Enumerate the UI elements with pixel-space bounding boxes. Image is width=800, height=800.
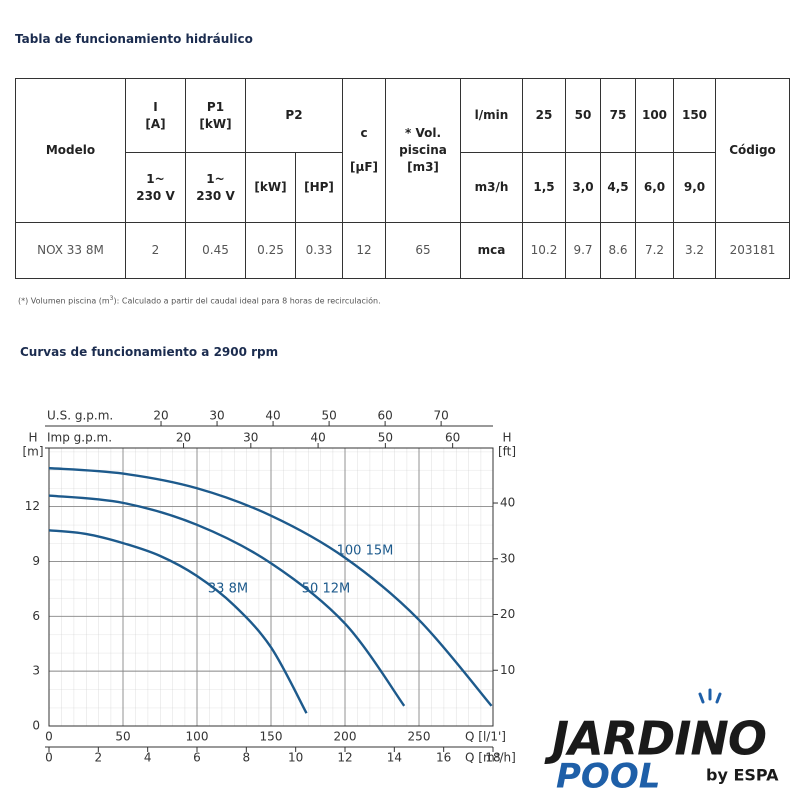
x-label: Q [l/1'] <box>465 730 506 744</box>
cell: 0.25 <box>245 222 296 279</box>
tick-label: 70 <box>433 409 448 423</box>
y-tick-label: 12 <box>25 499 40 513</box>
cell: 203181 <box>715 222 790 279</box>
tick-label: 4 <box>144 751 152 765</box>
tick-label: 60 <box>377 409 392 423</box>
x-tick-label: 0 <box>45 730 53 744</box>
y-unit: [m] <box>22 445 43 459</box>
cell: 0.45 <box>185 222 246 279</box>
header-cell: [HP] <box>295 152 343 223</box>
tick-label: 14 <box>387 751 402 765</box>
y-tick-label: 0 <box>32 719 40 733</box>
plot-frame <box>48 447 494 727</box>
y-label: H <box>28 431 37 445</box>
tick-label: 30 <box>209 409 224 423</box>
curve <box>48 529 308 714</box>
table-title: Tabla de funcionamiento hidráulico <box>15 32 253 46</box>
header-cell: P2 <box>245 78 343 153</box>
x-tick-label: 150 <box>260 730 283 744</box>
x-tick-label: 200 <box>334 730 357 744</box>
cell: mca <box>460 222 523 279</box>
cell: NOX 33 8M <box>15 222 126 279</box>
header-cell: * Vol. piscina [m3] <box>385 78 461 223</box>
tick-label: 40 <box>310 431 325 445</box>
header-cell: m3/h <box>460 152 523 223</box>
y-tick-label: 6 <box>32 609 40 623</box>
curve <box>48 466 493 707</box>
y2-unit: [ft] <box>498 445 516 459</box>
tick-label: 50 <box>321 409 336 423</box>
x-tick-label: 250 <box>408 730 431 744</box>
y2-tick-label: 20 <box>500 607 515 621</box>
header-cell: I [A] <box>125 78 186 153</box>
cell: 65 <box>385 222 461 279</box>
cell: 3.2 <box>673 222 716 279</box>
tick-label: 12 <box>337 751 352 765</box>
header-cell: Modelo <box>15 78 126 223</box>
logo-by: by ESPA <box>706 766 779 785</box>
curve-label: 50 12M <box>302 582 350 597</box>
tick-label: 2 <box>95 751 103 765</box>
header-cell: 75 <box>600 78 636 153</box>
footnote-sup: 3 <box>109 295 114 302</box>
hydraulic-table: Modelo I [A] P1 [kW] P2 c [µF] * Vol. pi… <box>15 78 790 279</box>
y2-tick-label: 10 <box>500 663 515 677</box>
x-tick-label: 50 <box>115 730 130 744</box>
axis-label: Q [m³/h] <box>465 751 516 765</box>
cell: 2 <box>125 222 186 279</box>
header-cell: 3,0 <box>565 152 601 223</box>
y2-tick-label: 30 <box>500 551 515 565</box>
logo-line: POOL <box>556 757 660 797</box>
header-cell: 9,0 <box>673 152 716 223</box>
chart-title: Curvas de funcionamiento a 2900 rpm <box>20 345 279 359</box>
tick-label: 16 <box>436 751 451 765</box>
header-cell: Código <box>715 78 790 223</box>
tick-label: 50 <box>378 431 393 445</box>
header-cell: 1~ 230 V <box>185 152 246 223</box>
x-tick-label: 100 <box>186 730 209 744</box>
header-cell: P1 [kW] <box>185 78 246 153</box>
tick-label: 60 <box>445 431 460 445</box>
curve <box>48 494 406 707</box>
logo: JARDINO POOL by ESPA <box>544 688 779 797</box>
header-cell: c [µF] <box>342 78 386 223</box>
tick-label: 6 <box>193 751 201 765</box>
tick-label: 18 <box>485 751 500 765</box>
footnote-text: (*) Volumen piscina (m <box>18 296 110 306</box>
tick-label: 20 <box>176 431 191 445</box>
logo-brand: JARDINO <box>544 712 766 766</box>
cell: 7.2 <box>635 222 674 279</box>
tick-label: 8 <box>243 751 251 765</box>
tick-label: 0 <box>45 751 53 765</box>
curve-label: 33 8M <box>208 582 248 597</box>
y-tick-label: 3 <box>32 664 40 678</box>
y-tick-label: 9 <box>32 554 40 568</box>
header-cell: 1~ 230 V <box>125 152 186 223</box>
header-cell: [kW] <box>245 152 296 223</box>
y2-label: H <box>502 431 511 445</box>
cell: 0.33 <box>295 222 343 279</box>
tick-label: 20 <box>153 409 168 423</box>
logo-drops <box>698 688 722 704</box>
axis-label: Imp g.p.m. <box>47 431 112 445</box>
y2-tick-label: 40 <box>500 496 515 510</box>
footnote-text: ): Calculado a partir del caudal ideal p… <box>113 296 381 306</box>
tick-label: 30 <box>243 431 258 445</box>
tick-label: 40 <box>265 409 280 423</box>
curve-label: 100 15M <box>337 544 394 559</box>
header-cell: l/min <box>460 78 523 153</box>
cell: 8.6 <box>600 222 636 279</box>
tick-label: 10 <box>288 751 303 765</box>
cell: 10.2 <box>522 222 566 279</box>
axis-label: U.S. g.p.m. <box>47 409 113 423</box>
footnote: (*) Volumen piscina (m3): Calculado a pa… <box>18 295 381 306</box>
